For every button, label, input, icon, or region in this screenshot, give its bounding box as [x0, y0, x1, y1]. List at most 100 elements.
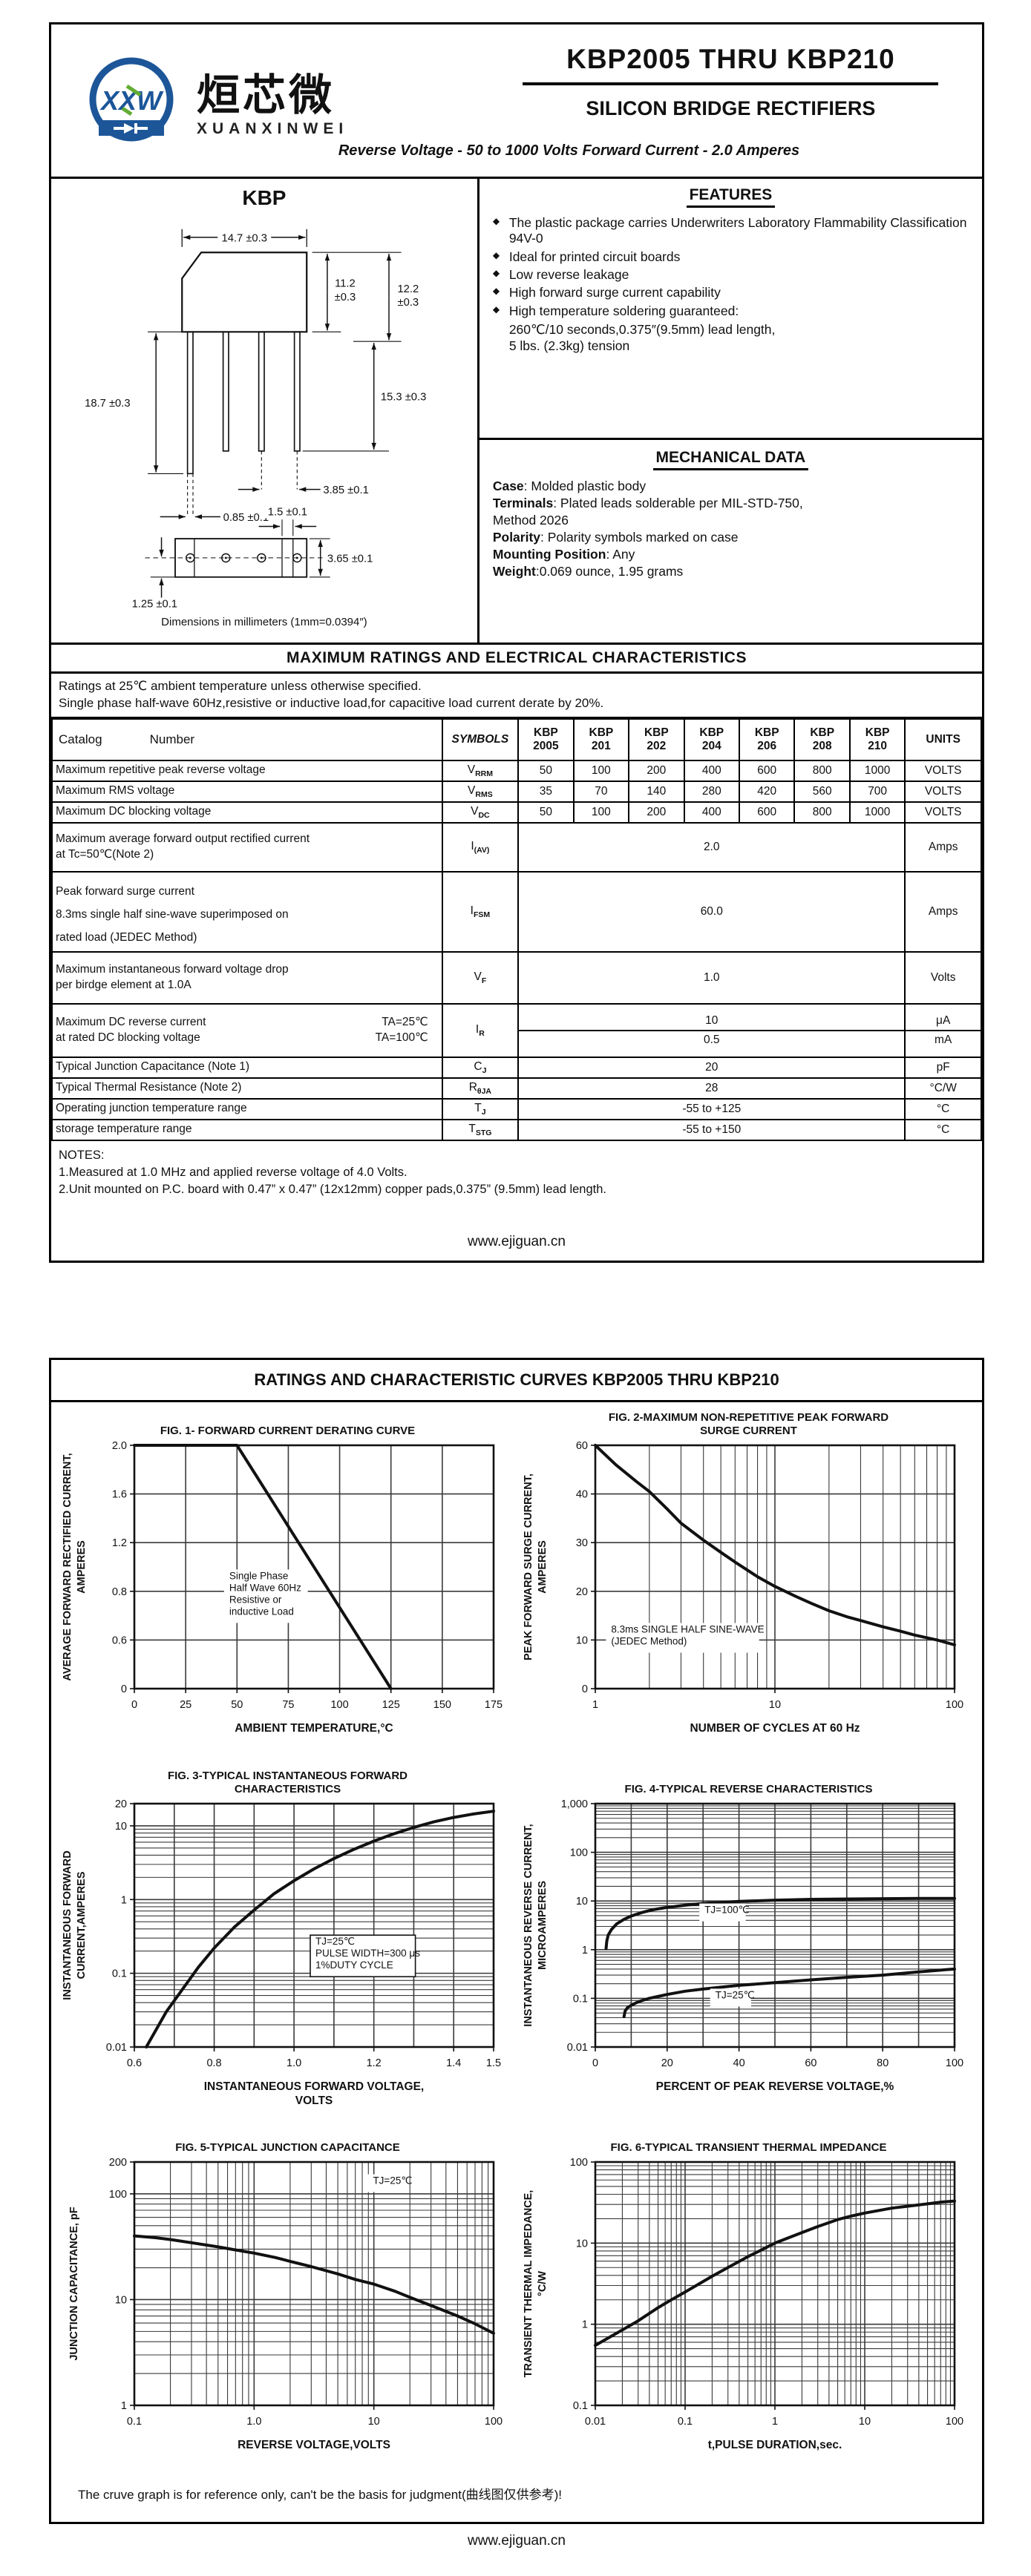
fig1-y-tick: 0.8 — [112, 1586, 127, 1598]
fig4-series-tj100 — [604, 1896, 956, 1951]
datasheet-page-1: XXW 烜芯微 XUANXINWEI KBP2005 THRU KBP210 S… — [49, 22, 984, 1263]
fig6-y-axis-label: °C/W — [537, 2271, 549, 2296]
fig6-x-tick: 100 — [946, 2416, 963, 2428]
mechanical-line: Mounting Position: Any — [492, 547, 635, 562]
fig1-x-tick: 175 — [485, 1699, 503, 1711]
fig4-plot: TJ=100℃ TJ=25℃ 0 20 40 60 80 100 1,000 100 10 1 0.1 0… — [523, 1798, 963, 2093]
fig6-y-axis-label: TRANSIENT THERMAL IMPEDANCE, — [523, 2190, 534, 2378]
fig4-y-tick: 0.1 — [573, 1993, 588, 2005]
fig2-y-tick: 0 — [582, 1683, 588, 1695]
fig4-x-tick: 40 — [733, 2057, 745, 2069]
fig1-y-tick: 0.6 — [112, 1634, 127, 1646]
table-row: Maximum average forward output rectified… — [51, 821, 982, 873]
fig3-x-tick: 1.2 — [367, 2057, 382, 2069]
dimension-label: 1.5 ±0.1 — [268, 507, 307, 519]
fig6-x-tick: 0.1 — [678, 2416, 693, 2428]
fig3-y-tick: 20 — [115, 1798, 127, 1810]
fig5-x-tick: 0.1 — [127, 2416, 142, 2428]
fig2-figure: FIG. 2-MAXIMUM NON-REPETITIVE PEAK FORWA… — [518, 1408, 979, 1767]
mechanical-line: Method 2026 — [492, 513, 569, 528]
table-row: Operating junction temperature range TJ -5… — [51, 1097, 982, 1120]
fig3-annotation: 1%DUTY CYCLE — [315, 1959, 393, 1971]
fig2-x-axis-label: NUMBER OF CYCLES AT 60 Hz — [690, 1722, 860, 1735]
table-row: storage temperature range TSTG -55 to +150… — [51, 1118, 982, 1141]
fig3-y-axis-label: INSTANTANEOUS FORWARD — [62, 1850, 73, 2000]
fig1-y-tick: 2.0 — [112, 1440, 127, 1452]
fig3-series-vf-if — [145, 1810, 495, 2048]
fig3-y-tick: 1 — [121, 1894, 127, 1906]
fig1-annotation: Half Wave 60Hz — [229, 1582, 301, 1593]
dimension-label: 12.2 — [397, 283, 419, 295]
symbol-cell: IR — [441, 1002, 520, 1058]
fig1-title: FIG. 1- FORWARD CURRENT DERATING CURVE — [160, 1425, 416, 1437]
fig6-title: FIG. 6-TYPICAL TRANSIENT THERMAL IMPEDAN… — [610, 2141, 887, 2154]
brand-name-chinese: 烜芯微 — [197, 71, 336, 120]
fig6-y-tick: 10 — [576, 2238, 588, 2250]
feature-item: High forward surge current capability — [493, 285, 969, 300]
dimension-label: 11.2 — [335, 277, 356, 289]
fig2-title: FIG. 2-MAXIMUM NON-REPETITIVE PEAK FORWA… — [608, 1411, 889, 1437]
reference-note: The cruve graph is for reference only, c… — [78, 2488, 563, 2502]
footer-url: www.ejiguan.cn — [467, 2533, 566, 2549]
fig2-y-axis-label: AMPERES — [537, 1540, 549, 1594]
fig5-series-cj — [133, 2234, 495, 2335]
note-item: 1.Measured at 1.0 MHz and applied revers… — [59, 1165, 408, 1179]
fig4-x-tick: 80 — [877, 2057, 888, 2069]
fig3-y-tick: 0.01 — [106, 2042, 127, 2054]
col-header-device: KBP 204 — [683, 717, 741, 761]
fig2-y-axis-label: PEAK FORWARD SURGE CURRENT, — [523, 1473, 534, 1660]
fig6-y-tick: 100 — [570, 2157, 588, 2169]
fig5-y-tick: 100 — [109, 2189, 127, 2201]
fig1-series-derating — [133, 1444, 393, 1690]
symbol-cell: VRRM — [441, 759, 520, 782]
fig2-y-tick: 40 — [576, 1489, 588, 1501]
symbol-cell: VRMS — [441, 780, 520, 803]
fig2-annotation: 8.3ms SINGLE HALF SINE-WAVE — [611, 1624, 764, 1635]
title-rule — [523, 82, 939, 85]
dimension-label: 15.3 ±0.3 — [381, 392, 426, 404]
fig1-x-axis-label: AMBIENT TEMPERATURE,°C — [235, 1722, 393, 1735]
fig1-y-axis-label: AMPERES — [76, 1540, 88, 1594]
features-heading: FEATURES — [686, 186, 776, 208]
fig1-x-tick: 0 — [131, 1699, 137, 1711]
dimension-label: 0.85 ±0.1 — [223, 512, 269, 524]
note-item: 2.Unit mounted on P.C. board with 0.47” … — [59, 1183, 607, 1197]
table-row: Maximum RMS voltage VRMS 35 70 140 280 420 560 7… — [51, 780, 982, 803]
fig3-title: FIG. 3-TYPICAL INSTANTANEOUS FORWARD CHAR… — [167, 1770, 408, 1795]
table-row: Maximum instantaneous forward voltage dr… — [51, 950, 982, 1005]
fig5-title: FIG. 5-TYPICAL JUNCTION CAPACITANCE — [175, 2141, 400, 2154]
fig3-figure: FIG. 3-TYPICAL INSTANTANEOUS FORWARD CHAR… — [57, 1767, 518, 2125]
fig5-annotation: TJ=25℃ — [373, 2175, 412, 2186]
mechanical-line: Weight:0.069 ounce, 1.95 grams — [492, 564, 684, 579]
mechanical-line: Case: Molded plastic body — [492, 479, 647, 493]
dimension-label: 3.65 ±0.1 — [327, 553, 373, 565]
col-header-number: Number — [149, 732, 195, 746]
fig2-y-tick: 30 — [576, 1537, 588, 1549]
fig1-x-tick: 100 — [330, 1699, 348, 1711]
dimension-label: 18.7 ±0.3 — [85, 398, 130, 410]
mechanical-line: Terminals: Plated leads solderable per M… — [492, 496, 803, 511]
col-header-device: KBP 202 — [628, 717, 685, 761]
table-header-row: Catalog Number SYMBOLS KBP 2005 KBP 201 KB… — [51, 717, 982, 761]
fig4-y-axis-label: MICROAMPERES — [537, 1881, 549, 1970]
symbol-cell: IFSM — [441, 870, 520, 953]
dimension-label: ±0.3 — [335, 292, 356, 303]
fig3-annotation: TJ=25℃ — [315, 1936, 355, 1947]
dimension-label: 14.7 ±0.3 — [221, 232, 266, 244]
footer-url: www.ejiguan.cn — [467, 1234, 566, 1249]
fig1-x-tick: 75 — [282, 1699, 294, 1711]
ratings-preamble: Ratings at 25℃ ambient temperature unles… — [51, 674, 982, 718]
fig2-y-tick: 20 — [576, 1586, 588, 1598]
fig5-y-tick: 10 — [115, 2294, 127, 2306]
dimension-label: 1.25 ±0.1 — [132, 598, 177, 610]
col-header-symbols: SYMBOLS — [441, 717, 520, 761]
fig4-x-tick: 100 — [946, 2057, 963, 2069]
fig4-y-tick: 1,000 — [561, 1798, 588, 1810]
mechanical-heading: MECHANICAL DATA — [652, 449, 809, 470]
fig1-x-tick: 125 — [382, 1699, 400, 1711]
fig4-annotation: TJ=25℃ — [716, 1989, 755, 2000]
package-outline-drawing: 14.7 ±0.3 11.2 ±0.3 12.2 ±0.3 18.7 ±0.3 15.3 ±… — [51, 210, 477, 614]
feature-detail-line: 260℃/10 seconds,0.375″(9.5mm) lead lengt… — [508, 322, 776, 338]
feature-detail-line: 5 lbs. (2.3kg) tension — [508, 338, 630, 353]
fig4-figure: FIG. 4-TYPICAL REVERSE CHARACTERISTICS TJ… — [518, 1767, 979, 2125]
